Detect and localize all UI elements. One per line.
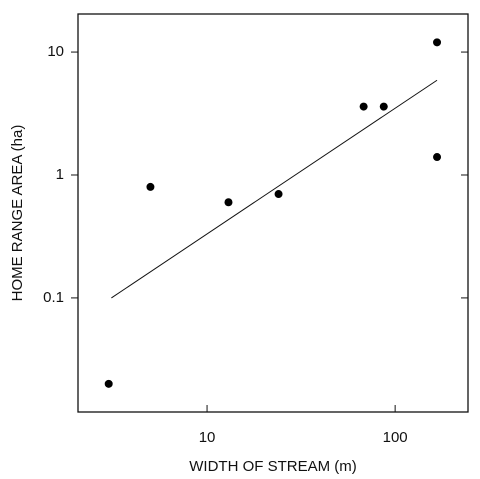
y-axis-label: HOME RANGE AREA (ha) [9,125,26,302]
point [433,38,442,47]
y-tick-label: 1 [56,166,64,183]
point [274,190,283,199]
y-tick-label: 10 [47,43,64,60]
point [379,102,388,111]
point [433,153,442,162]
point [146,182,155,191]
point [224,198,233,207]
x-tick-label: 100 [383,429,408,446]
x-axis-label: WIDTH OF STREAM (m) [189,458,356,475]
point [104,379,113,388]
point [359,102,368,111]
y-tick-label: 0.1 [43,289,64,306]
fit-line [111,79,438,299]
x-tick-label: 10 [199,429,216,446]
plot-frame [77,13,469,413]
